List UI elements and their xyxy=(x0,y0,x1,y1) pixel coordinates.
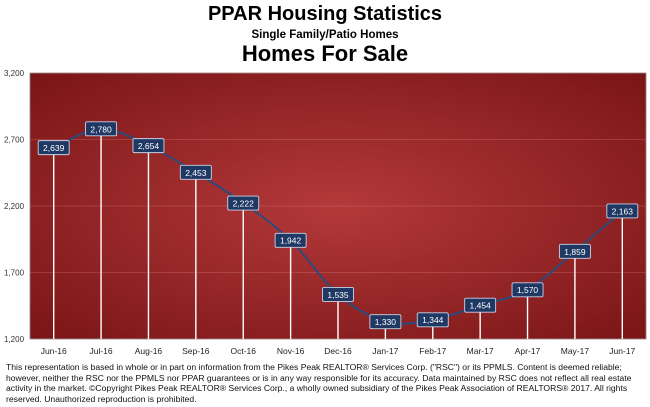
disclaimer-line: reserved. Unauthorized reproduction is p… xyxy=(6,393,197,404)
svg-text:2,453: 2,453 xyxy=(185,168,207,178)
chart-title: Homes For Sale xyxy=(241,41,409,66)
y-tick-label: 2,700 xyxy=(4,136,25,145)
x-tick-label: Jun-16 xyxy=(41,346,67,356)
disclaimer: This representation is based in whole or… xyxy=(6,362,646,404)
y-tick-label: 2,200 xyxy=(4,202,25,211)
y-tick-label: 1,200 xyxy=(4,335,25,344)
x-tick-label: Feb-17 xyxy=(419,346,446,356)
data-label: 2,639 xyxy=(37,140,70,156)
data-label: 2,780 xyxy=(85,121,118,137)
x-tick-label: Aug-16 xyxy=(135,346,163,356)
x-tick-label: Apr-17 xyxy=(515,346,541,356)
svg-text:2,163: 2,163 xyxy=(612,206,634,216)
data-label: 1,344 xyxy=(416,312,449,328)
data-label: 1,535 xyxy=(322,286,354,302)
x-tick-label: Oct-16 xyxy=(230,346,256,356)
x-tick-label: May-17 xyxy=(561,346,590,356)
svg-text:1,859: 1,859 xyxy=(564,247,586,257)
disclaimer-line: activity in the market. ©Copyright Pikes… xyxy=(6,383,628,394)
x-tick-label: Jan-17 xyxy=(372,346,398,356)
data-label: 2,453 xyxy=(179,164,212,180)
svg-text:1,942: 1,942 xyxy=(280,236,302,246)
data-label: 2,654 xyxy=(132,138,165,154)
chart-main-title: PPAR Housing Statistics xyxy=(207,3,443,25)
svg-text:1,330: 1,330 xyxy=(375,317,397,327)
x-tick-label: Mar-17 xyxy=(467,346,494,356)
y-tick-label: 3,200 xyxy=(4,69,25,78)
svg-text:2,780: 2,780 xyxy=(90,124,112,134)
svg-text:2,654: 2,654 xyxy=(138,141,160,151)
x-tick-label: Nov-16 xyxy=(277,346,305,356)
x-tick-label: Jul-16 xyxy=(89,346,112,356)
svg-text:1,344: 1,344 xyxy=(422,315,444,325)
disclaimer-line: This representation is based in whole or… xyxy=(6,362,622,372)
data-label: 2,222 xyxy=(227,195,260,211)
svg-text:2,639: 2,639 xyxy=(43,143,65,153)
svg-text:1,454: 1,454 xyxy=(470,301,492,311)
data-label: 1,570 xyxy=(511,282,544,298)
x-tick-label: Dec-16 xyxy=(324,346,352,356)
x-tick-label: Sep-16 xyxy=(182,346,210,356)
line-chart: 1,200 1,700 2,200 2,700 3,200 Jun-16 Jul-16 Au… xyxy=(4,69,647,356)
disclaimer-line: however, neither the RSC nor the PPMLS n… xyxy=(6,372,632,383)
svg-text:2,222: 2,222 xyxy=(233,198,255,208)
svg-text:1,570: 1,570 xyxy=(517,285,539,295)
y-tick-label: 1,700 xyxy=(4,269,25,278)
x-tick-label: Jun-17 xyxy=(609,346,635,356)
data-label: 2,163 xyxy=(606,203,639,219)
chart-subtitle: Single Family/Patio Homes xyxy=(251,29,399,41)
data-label: 1,330 xyxy=(369,314,402,330)
data-label: 1,454 xyxy=(464,297,497,313)
data-label: 1,942 xyxy=(274,232,307,248)
svg-text:1,535: 1,535 xyxy=(327,290,349,300)
data-label: 1,859 xyxy=(558,243,591,259)
